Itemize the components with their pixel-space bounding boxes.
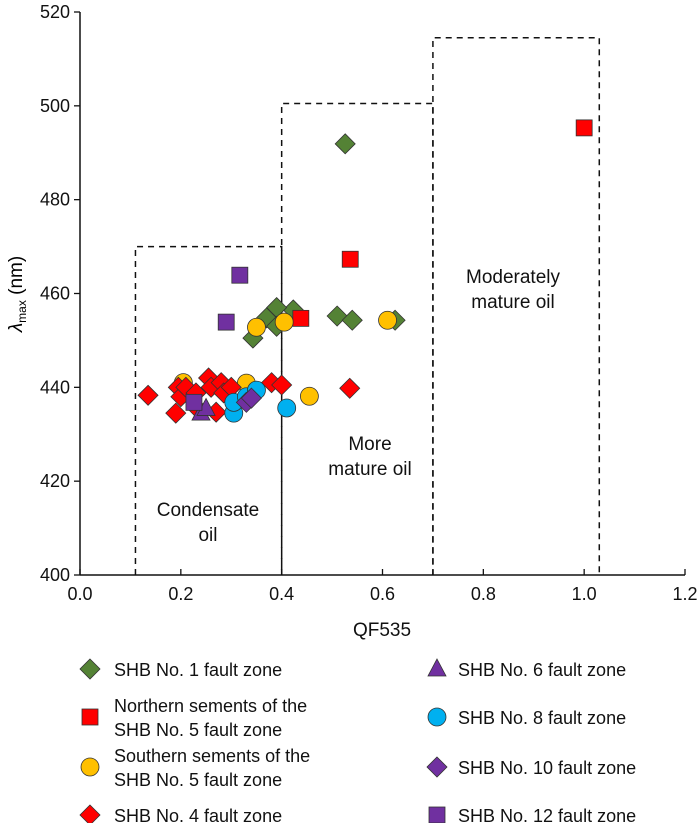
legend-item: SHB No. 4 fault zone	[79, 804, 282, 823]
x-tick-label: 0.0	[67, 584, 92, 604]
legend: SHB No. 1 fault zone Northern sements of …	[79, 658, 636, 823]
legend-label: Northern sements of the	[114, 696, 307, 716]
data-point	[240, 387, 262, 409]
legend-label: SHB No. 6 fault zone	[458, 660, 626, 680]
data-point	[575, 119, 593, 137]
data-point	[185, 393, 203, 411]
region-label: More	[348, 434, 391, 455]
legend-label: SHB No. 8 fault zone	[458, 708, 626, 728]
legend-item: Southern sements of the SHB No. 5 fault z…	[80, 746, 310, 790]
data-point	[274, 312, 294, 332]
data-point	[271, 374, 293, 396]
legend-item: SHB No. 6 fault zone	[427, 658, 626, 680]
y-tick-label: 480	[40, 190, 70, 210]
data-point	[231, 266, 249, 284]
y-axis-label-symbol: λ	[6, 323, 27, 333]
data-point	[277, 398, 297, 418]
legend-label: SHB No. 10 fault zone	[458, 758, 636, 778]
legend-label: SHB No. 4 fault zone	[114, 806, 282, 823]
y-tick-label: 520	[40, 2, 70, 22]
data-point	[299, 386, 319, 406]
data-point	[326, 305, 348, 327]
region-label: oil	[198, 525, 217, 546]
data-point	[339, 377, 361, 399]
y-tick-label: 460	[40, 284, 70, 304]
y-tick-label: 440	[40, 377, 70, 397]
legend-label: Southern sements of the	[114, 746, 310, 766]
data-point	[137, 384, 159, 406]
region-label: Condensate	[157, 500, 259, 521]
x-tick-label: 1.0	[572, 584, 597, 604]
legend-marker	[426, 756, 448, 778]
y-tick-label: 400	[40, 565, 70, 585]
y-tick-label: 500	[40, 96, 70, 116]
x-tick-label: 1.2	[672, 584, 697, 604]
region-label: Moderately	[466, 267, 560, 288]
legend-marker	[427, 658, 447, 677]
legend-item: SHB No. 1 fault zone	[79, 658, 282, 680]
x-tick-label: 0.6	[370, 584, 395, 604]
legend-label: SHB No. 1 fault zone	[114, 660, 282, 680]
x-tick-label: 0.8	[471, 584, 496, 604]
x-tick-label: 0.2	[168, 584, 193, 604]
legend-label: SHB No. 12 fault zone	[458, 806, 636, 823]
x-axis-label: QF535	[353, 620, 411, 641]
data-point	[292, 309, 310, 327]
region-box	[432, 37, 601, 575]
data-point	[341, 309, 363, 331]
y-axis-label-unit: (nm)	[6, 256, 27, 300]
legend-marker	[428, 806, 446, 823]
region-label: mature oil	[471, 292, 554, 313]
data-point	[378, 310, 397, 330]
legend-label: SHB No. 5 fault zone	[114, 770, 282, 790]
y-tick-label: 420	[40, 471, 70, 491]
y-axis-label: λmax (nm)	[6, 256, 29, 333]
data-point	[334, 133, 356, 155]
legend-item: SHB No. 12 fault zone	[428, 806, 636, 823]
legend-item: Northern sements of the SHB No. 5 fault z…	[81, 696, 307, 740]
region-box	[280, 102, 434, 575]
legend-label: SHB No. 5 fault zone	[114, 720, 282, 740]
data-point	[341, 250, 359, 268]
data-point	[165, 402, 187, 424]
data-point	[247, 317, 266, 337]
legend-marker	[427, 707, 447, 727]
legend-marker	[81, 708, 99, 726]
data-point	[217, 313, 235, 331]
legend-item: SHB No. 10 fault zone	[426, 756, 636, 778]
x-tick-label: 0.4	[269, 584, 294, 604]
legend-item: SHB No. 8 fault zone	[427, 707, 626, 728]
legend-marker	[79, 804, 101, 823]
y-axis-label-sub: max	[15, 300, 29, 323]
legend-marker	[79, 658, 101, 680]
legend-marker	[80, 757, 100, 777]
region-label: mature oil	[328, 459, 411, 480]
